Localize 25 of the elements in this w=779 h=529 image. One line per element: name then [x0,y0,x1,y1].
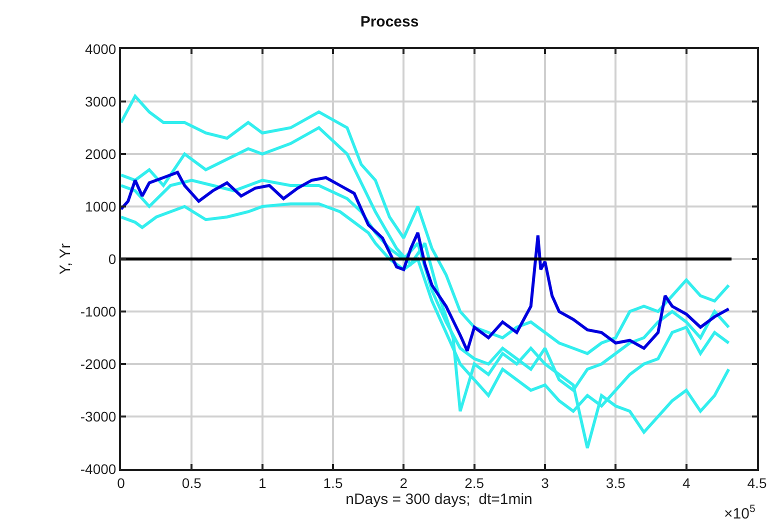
x-tick-label: 4 [682,474,690,491]
x-tick-label: 4.5 [747,474,767,491]
y-axis-title: Y, Yr [57,243,74,275]
y-tick-label: -4000 [80,460,116,477]
line-series [121,126,730,450]
y-tick-label: 3000 [85,93,116,110]
x-tick-label: 2 [400,474,408,491]
x-tick-label: 2.5 [464,474,484,491]
x-tick-label: 1 [258,474,266,491]
y-tick-label: 2000 [85,146,116,162]
y-tick-label: 4000 [85,40,116,57]
y-tick-label: 1000 [85,198,116,214]
y-tick-label: -2000 [80,356,116,372]
line-series [121,94,730,355]
x-tick-label: 3.5 [606,474,626,491]
line-series [121,170,730,352]
text: ×10$^{5}$ [724,503,756,522]
x-tick-label: 1.5 [323,474,343,491]
x-tick-label: 0.5 [182,474,202,491]
x-tick-label: 3 [541,474,550,491]
y-tick-label: -1000 [80,303,116,320]
x-axis-title: nDays = 300 days; dt=1min [346,490,532,508]
y-tick-label: -3000 [80,408,116,424]
y-tick-label: 0 [108,250,116,267]
chart-title: Process [360,13,419,30]
